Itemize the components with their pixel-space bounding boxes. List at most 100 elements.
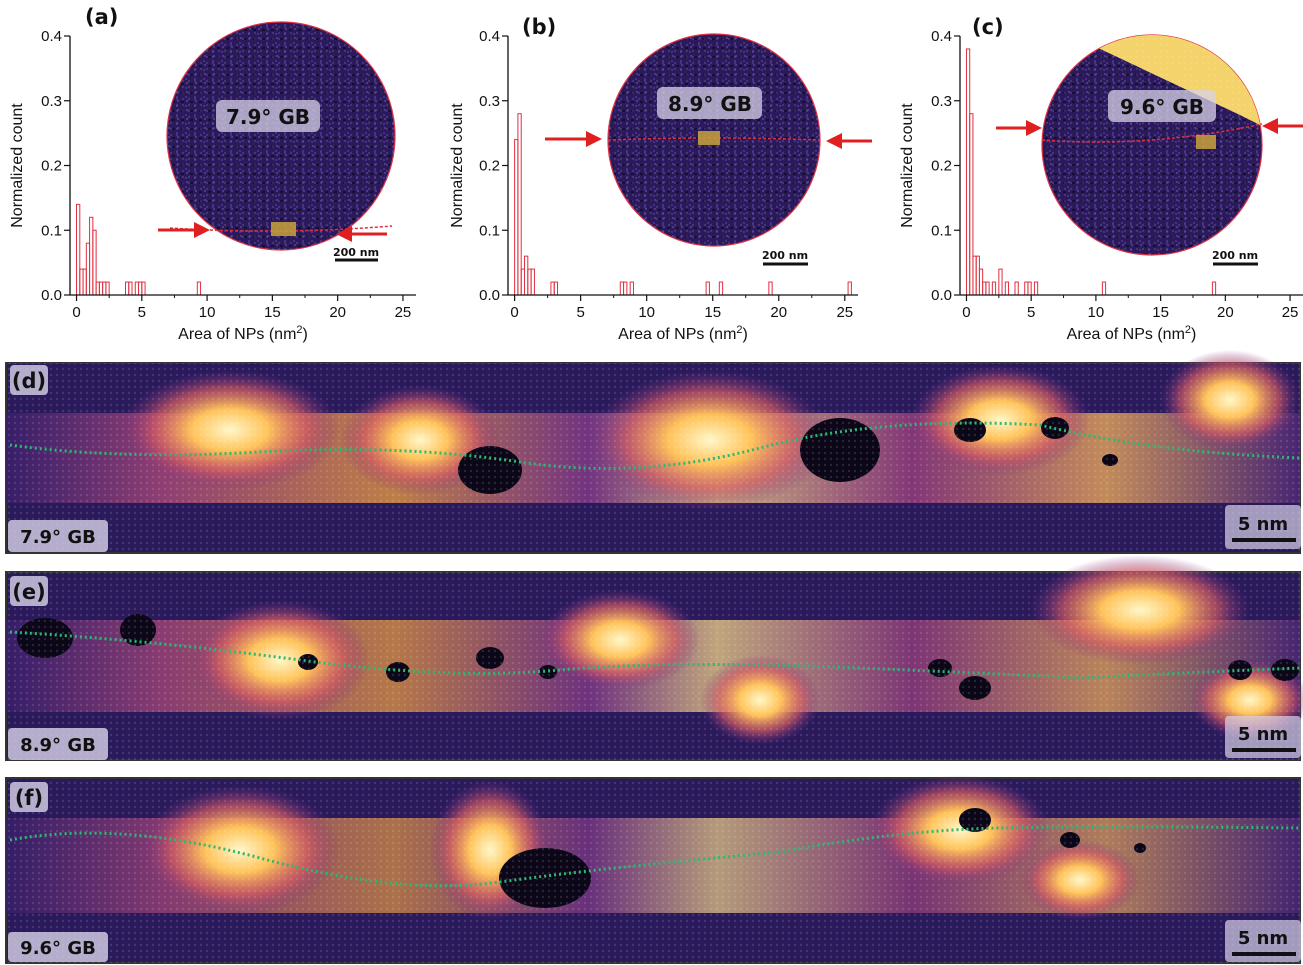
histogram-bar xyxy=(985,281,990,296)
x-tick-label: 20 xyxy=(329,304,346,321)
inset-micrograph-c: 9.6° GB 200 nm xyxy=(1041,34,1263,266)
x-tick-label: 5 xyxy=(576,304,584,321)
panel-letter-c: (c) xyxy=(972,15,1004,39)
histogram-panel-b: 0 5 10 15 20 25 0.0 0.1 0.2 0.3 0.4 Area of NPs (nm… xyxy=(449,15,858,343)
x-tick-label: 15 xyxy=(264,304,281,321)
y-axis-label: Normalized count xyxy=(9,103,26,228)
histogram-bar xyxy=(1004,281,1010,296)
x-tick-label: 15 xyxy=(704,304,721,321)
strip-letter-f: (f) xyxy=(15,786,43,810)
x-tick-label: 20 xyxy=(770,304,787,321)
y-tick-label: 0.1 xyxy=(41,222,62,239)
x-tick-label: 0 xyxy=(72,304,80,321)
y-tick-label: 0.2 xyxy=(931,158,952,175)
panel-letter-a: (a) xyxy=(85,5,118,29)
histogram-bar xyxy=(530,268,535,296)
strip-letter-e: (e) xyxy=(12,580,45,604)
strip-scale-label-e: 5 nm xyxy=(1238,724,1288,745)
strip-letter-d: (d) xyxy=(12,369,46,393)
inset-label-box xyxy=(216,100,320,132)
inset-label-box xyxy=(657,87,762,119)
histogram-bar xyxy=(623,281,628,296)
stem-strip-d: (d) 7.9° GB 5 nm xyxy=(5,350,1301,554)
histogram-bar xyxy=(629,281,634,296)
histogram-bar xyxy=(991,281,997,296)
scale-bar-label-c: 200 nm xyxy=(1212,249,1258,262)
y-tick-label: 0.0 xyxy=(931,287,952,304)
histogram-bar xyxy=(1027,281,1032,296)
inset-label-box xyxy=(1108,90,1216,122)
y-tick-label: 0.2 xyxy=(41,158,62,175)
y-axis-label: Normalized count xyxy=(899,103,916,228)
y-axis-label: Normalized count xyxy=(449,103,466,228)
histogram-bar xyxy=(847,281,852,296)
histogram-bar xyxy=(1101,281,1107,296)
y-tick-label: 0.0 xyxy=(479,287,500,304)
histogram-bar xyxy=(1014,281,1019,296)
red-arrow-right-c xyxy=(1262,118,1303,134)
y-tick-label: 0.2 xyxy=(479,158,500,175)
y-tick-label: 0.1 xyxy=(479,222,500,239)
histogram-bar xyxy=(517,113,522,296)
histogram-bar xyxy=(141,281,146,296)
histogram-bar xyxy=(998,268,1003,296)
histogram-panel-a: 0 5 10 15 20 25 0.0 0.1 0.2 0.3 0.4 Area of NPs (nm… xyxy=(9,5,416,343)
red-arrow-left-c xyxy=(996,120,1042,136)
x-axis-label: Area of NPs (nm2) xyxy=(178,324,308,343)
y-tick-label: 0.3 xyxy=(41,93,62,110)
stem-strip-e: (e) 8.9° GB 5 nm xyxy=(5,555,1303,761)
x-axis-label: Area of NPs (nm2) xyxy=(618,324,748,343)
inset-label-a: 7.9° GB xyxy=(226,105,310,129)
histogram-bar xyxy=(1033,281,1039,296)
y-tick-label: 0.0 xyxy=(41,287,62,304)
histogram-bar xyxy=(196,281,202,296)
scale-bar-label-b: 200 nm xyxy=(762,249,808,262)
highlight-box xyxy=(698,131,720,145)
inset-label-b: 8.9° GB xyxy=(668,92,752,116)
histogram-bar xyxy=(1211,281,1217,296)
y-tick-label: 0.4 xyxy=(931,28,952,45)
inset-micrograph-a: 7.9° GB 200 nm xyxy=(166,21,396,262)
x-axis-label: Area of NPs (nm2) xyxy=(1067,324,1197,343)
x-tick-label: 5 xyxy=(1027,304,1035,321)
inset-micrograph-b: 8.9° GB 200 nm xyxy=(607,33,821,266)
x-tick-label: 0 xyxy=(510,304,518,321)
strip-label-e: 8.9° GB xyxy=(20,735,96,756)
x-tick-label: 25 xyxy=(836,304,853,321)
y-tick-label: 0.4 xyxy=(41,28,62,45)
red-arrow-right-a xyxy=(336,226,387,242)
y-tick-label: 0.3 xyxy=(479,93,500,110)
red-arrow-right-b xyxy=(826,133,872,149)
strip-scale-label-f: 5 nm xyxy=(1238,928,1288,949)
histogram-bar xyxy=(718,281,724,296)
scale-bar-label-a: 200 nm xyxy=(333,246,379,259)
highlight-box xyxy=(1196,135,1216,149)
histogram-bar xyxy=(105,281,110,296)
x-tick-label: 0 xyxy=(962,304,970,321)
histogram-bar xyxy=(768,281,773,296)
histogram-panel-c: 0 5 10 15 20 25 0.0 0.1 0.2 0.3 0.4 Area of NPs (nm… xyxy=(899,15,1303,343)
y-tick-label: 0.3 xyxy=(931,93,952,110)
strip-scale-label-d: 5 nm xyxy=(1238,514,1288,535)
x-tick-label: 25 xyxy=(395,304,412,321)
y-tick-label: 0.1 xyxy=(931,222,952,239)
strip-label-f: 9.6° GB xyxy=(20,938,96,959)
stem-strip-f: (f) 9.6° GB 5 nm xyxy=(5,775,1301,964)
x-tick-label: 10 xyxy=(1088,304,1105,321)
histogram-bar xyxy=(553,281,559,296)
x-tick-label: 10 xyxy=(638,304,655,321)
x-tick-label: 15 xyxy=(1152,304,1169,321)
gb-path xyxy=(9,630,1301,680)
x-tick-label: 20 xyxy=(1217,304,1234,321)
red-arrow-left-a xyxy=(158,222,210,238)
x-tick-label: 5 xyxy=(138,304,146,321)
histogram-bar xyxy=(705,281,710,296)
inset-label-c: 9.6° GB xyxy=(1120,95,1204,119)
histogram-bar xyxy=(128,281,133,296)
y-tick-label: 0.4 xyxy=(479,28,500,45)
highlight-box xyxy=(271,222,296,236)
x-tick-label: 25 xyxy=(1282,304,1299,321)
red-arrow-left-b xyxy=(545,131,602,147)
x-tick-label: 10 xyxy=(199,304,216,321)
